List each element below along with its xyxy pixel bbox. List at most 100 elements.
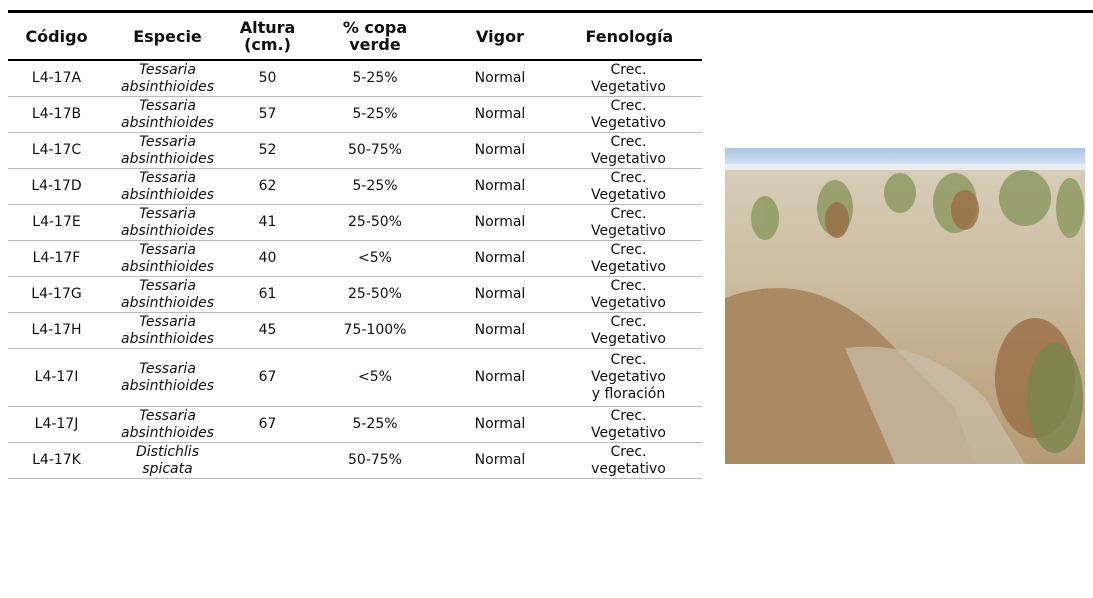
table-row: L4-17G Tessaria absinthioides 61 25-50% Norm…	[8, 276, 702, 313]
cell-text: L4-17A	[31, 70, 82, 86]
cell-text: 45	[258, 322, 277, 338]
table-cell: 67	[230, 348, 305, 407]
cell-text: Tessaria absinthioides	[120, 133, 215, 167]
cell-text: Normal	[474, 70, 526, 86]
table-cell: Normal	[445, 442, 555, 479]
table-cell: 50-75%	[305, 132, 445, 169]
cell-text: 75-100%	[343, 322, 407, 338]
table-cell: 67	[230, 406, 305, 443]
cell-text: Normal	[474, 250, 526, 266]
header-cell: Altura (cm.)	[230, 13, 305, 61]
cell-text: L4-17J	[34, 416, 79, 432]
cell-text: 40	[258, 250, 277, 266]
table-cell: Crec. Vegetativo	[555, 204, 702, 241]
table-cell: Normal	[445, 348, 555, 407]
table-cell: 62	[230, 168, 305, 205]
table-cell: Tessaria absinthioides	[105, 132, 230, 169]
cell-text: L4-17I	[34, 369, 79, 385]
cell-text: 57	[258, 106, 277, 122]
table-cell: 5-25%	[305, 96, 445, 133]
cell-text: Normal	[474, 142, 526, 158]
cell-text: 50	[258, 70, 277, 86]
table-row: L4-17J Tessaria absinthioides 67 5-25% Norma…	[8, 406, 702, 443]
table-cell: Normal	[445, 276, 555, 313]
table-row: L4-17D Tessaria absinthioides 62 5-25% Norma…	[8, 168, 702, 205]
cell-text: Normal	[474, 416, 526, 432]
table-cell: 50	[230, 60, 305, 97]
table-cell: L4-17G	[8, 276, 105, 313]
header-cell: Código	[8, 13, 105, 61]
table-cell: L4-17E	[8, 204, 105, 241]
table-cell: Crec. Vegetativo	[555, 96, 702, 133]
table-cell: 75-100%	[305, 312, 445, 349]
table-cell: Crec. Vegetativo	[555, 132, 702, 169]
cell-text: Tessaria absinthioides	[120, 205, 215, 239]
table-cell: Tessaria absinthioides	[105, 406, 230, 443]
header-cell: Especie	[105, 13, 230, 61]
cell-text: Normal	[474, 322, 526, 338]
cell-text: 25-50%	[348, 214, 402, 230]
cell-text: Tessaria absinthioides	[120, 241, 215, 275]
cell-text: 67	[258, 369, 277, 385]
cell-text: L4-17E	[32, 214, 81, 230]
table-row: L4-17E Tessaria absinthioides 41 25-50% Norm…	[8, 204, 702, 241]
table-cell: Normal	[445, 204, 555, 241]
cell-text: 62	[258, 178, 277, 194]
cell-text: L4-17D	[31, 178, 82, 194]
cell-text: 5-25%	[352, 178, 398, 194]
cell-text: Distichlis spicata	[136, 443, 199, 477]
table-cell: Crec. Vegetativo	[555, 60, 702, 97]
cell-text: Crec. vegetativo	[591, 443, 666, 477]
cell-text: L4-17G	[31, 286, 82, 302]
table-cell: L4-17D	[8, 168, 105, 205]
table-cell: 57	[230, 96, 305, 133]
header-cell: Vigor	[445, 13, 555, 61]
table-cell: Crec. vegetativo	[555, 442, 702, 479]
cell-text: Crec. Vegetativo	[591, 133, 666, 167]
table-cell: L4-17C	[8, 132, 105, 169]
table-cell: Tessaria absinthioides	[105, 96, 230, 133]
cell-text: L4-17K	[32, 452, 81, 468]
cell-text: Normal	[474, 214, 526, 230]
cell-text: Tessaria absinthioides	[120, 277, 215, 311]
header-cell: Fenología	[555, 13, 702, 61]
field-photo	[725, 148, 1085, 464]
table-cell: Tessaria absinthioides	[105, 276, 230, 313]
table-cell: 5-25%	[305, 168, 445, 205]
cell-text: 25-50%	[348, 286, 402, 302]
cell-text: Crec. Vegetativo	[591, 61, 666, 95]
table-cell: Normal	[445, 168, 555, 205]
cell-text: 5-25%	[352, 416, 398, 432]
header-row: Código Especie Altura (cm.) % copa verde Vig…	[8, 13, 702, 61]
header-cell: % copa verde	[305, 13, 445, 61]
cell-text: 41	[258, 214, 277, 230]
cell-text: Crec. Vegetativo	[591, 277, 666, 311]
table-row: L4-17B Tessaria absinthioides 57 5-25% Norma…	[8, 96, 702, 133]
table-cell: 40	[230, 240, 305, 277]
cell-text: Normal	[474, 452, 526, 468]
top-rule	[8, 10, 1093, 13]
table-cell: Crec. Vegetativo	[555, 406, 702, 443]
data-table: Código Especie Altura (cm.) % copa verde Vig…	[8, 13, 702, 479]
table-cell: L4-17H	[8, 312, 105, 349]
cell-text: Tessaria absinthioides	[120, 169, 215, 203]
table-cell: 45	[230, 312, 305, 349]
table-cell: Tessaria absinthioides	[105, 312, 230, 349]
table-cell: Normal	[445, 240, 555, 277]
cell-text: Crec. Vegetativo	[591, 313, 666, 347]
cell-text: 5-25%	[352, 106, 398, 122]
table-cell: L4-17F	[8, 240, 105, 277]
cell-text: 67	[258, 416, 277, 432]
table-cell: L4-17J	[8, 406, 105, 443]
table-row: L4-17F Tessaria absinthioides 40 <5% Normal C…	[8, 240, 702, 277]
table-cell: Crec. Vegetativo	[555, 168, 702, 205]
table-cell: Tessaria absinthioides	[105, 168, 230, 205]
table-cell: Tessaria absinthioides	[105, 204, 230, 241]
table-cell: Normal	[445, 132, 555, 169]
table-cell: Crec. Vegetativo	[555, 276, 702, 313]
table-cell: Tessaria absinthioides	[105, 240, 230, 277]
cell-text: L4-17C	[31, 142, 82, 158]
cell-text: 50-75%	[348, 452, 402, 468]
cell-text: 61	[258, 286, 277, 302]
